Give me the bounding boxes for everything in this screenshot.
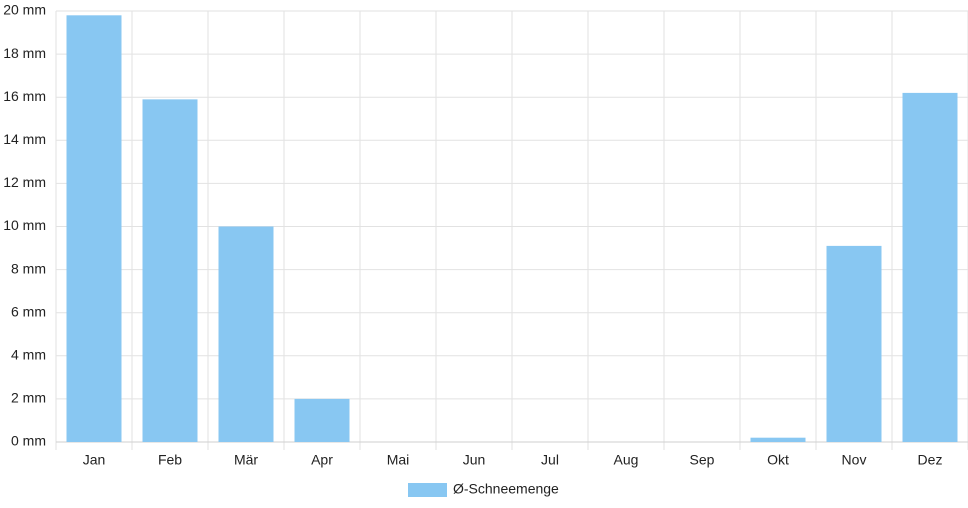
x-tick-label: Apr bbox=[311, 452, 333, 468]
bar bbox=[902, 92, 958, 442]
x-tick-label: Nov bbox=[842, 452, 867, 468]
bar bbox=[218, 226, 274, 442]
y-tick-label: 20 mm bbox=[3, 2, 46, 18]
x-tick-label: Aug bbox=[614, 452, 639, 468]
y-tick-label: 6 mm bbox=[11, 303, 46, 319]
y-tick-label: 0 mm bbox=[11, 433, 46, 449]
x-tick-label: Jun bbox=[463, 452, 486, 468]
x-tick-label: Okt bbox=[767, 452, 789, 468]
x-tick-label: Mär bbox=[234, 452, 258, 468]
bar bbox=[66, 15, 122, 443]
x-tick-label: Feb bbox=[158, 452, 182, 468]
x-tick-label: Jan bbox=[83, 452, 106, 468]
bar bbox=[142, 99, 198, 442]
x-tick-label: Mai bbox=[387, 452, 410, 468]
y-tick-label: 12 mm bbox=[3, 174, 46, 190]
x-tick-label: Jul bbox=[541, 452, 559, 468]
y-tick-label: 8 mm bbox=[11, 260, 46, 276]
bar bbox=[826, 245, 882, 442]
legend-label: Ø-Schneemenge bbox=[453, 481, 559, 497]
x-tick-label: Dez bbox=[918, 452, 943, 468]
y-tick-label: 4 mm bbox=[11, 347, 46, 363]
y-tick-label: 10 mm bbox=[3, 217, 46, 233]
y-tick-label: 14 mm bbox=[3, 131, 46, 147]
bar bbox=[294, 398, 350, 442]
y-tick-label: 16 mm bbox=[3, 88, 46, 104]
y-tick-label: 2 mm bbox=[11, 390, 46, 406]
x-tick-label: Sep bbox=[690, 452, 715, 468]
legend-swatch bbox=[408, 483, 447, 497]
y-tick-label: 18 mm bbox=[3, 45, 46, 61]
bar bbox=[750, 437, 806, 442]
